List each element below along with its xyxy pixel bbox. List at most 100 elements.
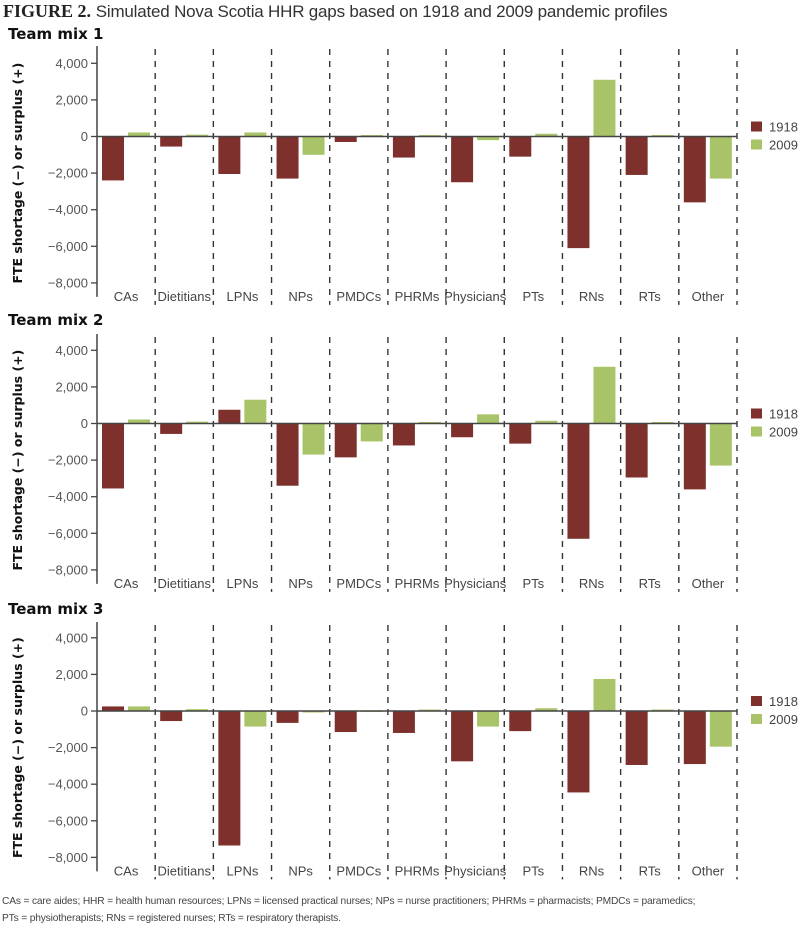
x-tick-label: PTs	[523, 289, 545, 304]
bar-1918-rts	[625, 423, 648, 478]
x-tick-label: Other	[692, 576, 725, 591]
x-tick-label: RTs	[639, 289, 662, 304]
x-tick-label: RNs	[579, 863, 605, 878]
footnote-line-2: PTs = physiotherapists; RNs = registered…	[2, 913, 341, 924]
bar-2009-pmdcs	[360, 423, 383, 442]
x-tick-label: PMDCs	[336, 863, 381, 878]
figure-label: FIGURE 2.	[3, 1, 92, 21]
x-tick-label: CAs	[114, 576, 139, 591]
bar-1918-lpns	[218, 409, 241, 424]
bar-1918-nps	[276, 423, 299, 486]
y-tick-label: −4,000	[48, 777, 88, 792]
x-tick-label: RNs	[579, 576, 605, 591]
x-tick-label: LPNs	[227, 863, 259, 878]
legend-label-2009: 2009	[769, 425, 798, 440]
x-tick-label: Other	[692, 289, 725, 304]
bar-1918-rns	[567, 136, 590, 249]
y-tick-label: 2,000	[55, 379, 88, 394]
panel-team-mix-2: Team mix 2 FTE shortage (−) or surplus (+…	[8, 311, 798, 592]
x-tick-label: RTs	[639, 863, 662, 878]
legend-label-1918: 1918	[769, 407, 798, 422]
bar-1918-phrms	[392, 136, 415, 158]
x-tick-label: Physicians	[444, 289, 507, 304]
x-tick-label: Other	[692, 863, 725, 878]
panel-title: Team mix 2	[8, 311, 104, 329]
bar-2009-dietitians	[186, 134, 209, 137]
x-tick-label: CAs	[114, 289, 139, 304]
bar-1918-dietitians	[160, 711, 183, 722]
bar-2009-physicians	[477, 414, 500, 424]
x-tick-label: PMDCs	[336, 576, 381, 591]
bar-1918-nps	[276, 711, 299, 723]
bar-2009-cas	[128, 132, 150, 137]
legend-label-2009: 2009	[769, 138, 798, 153]
bar-2009-rns	[593, 79, 616, 137]
bar-1918-phrms	[392, 423, 415, 446]
bar-1918-lpns	[218, 136, 241, 175]
figure-footnote: CAs = care aides; HHR = health human res…	[2, 893, 798, 927]
x-tick-label: Dietitians	[158, 576, 212, 591]
x-tick-label: Dietitians	[158, 289, 212, 304]
bar-1918-rts	[625, 136, 648, 175]
bar-2009-pts	[535, 133, 558, 137]
x-tick-label: NPs	[288, 576, 313, 591]
x-tick-label: PMDCs	[336, 289, 381, 304]
bar-1918-pts	[509, 136, 532, 157]
bar-1918-physicians	[451, 136, 474, 183]
x-tick-label: NPs	[288, 289, 313, 304]
y-tick-label: 2,000	[55, 92, 88, 107]
y-tick-label: −4,000	[48, 202, 88, 217]
bar-1918-other	[683, 711, 706, 765]
x-tick-label: CAs	[114, 863, 139, 878]
y-axis-label: FTE shortage (−) or surplus (+)	[10, 350, 25, 571]
bar-2009-physicians	[477, 136, 500, 141]
x-tick-label: PHRMs	[395, 576, 440, 591]
bar-2009-cas	[128, 419, 150, 424]
bar-2009-nps	[302, 423, 325, 455]
bar-1918-phrms	[392, 711, 415, 733]
panel-team-mix-3: Team mix 3 FTE shortage (−) or surplus (+…	[8, 600, 798, 880]
y-tick-label: 4,000	[55, 630, 88, 645]
panel-title: Team mix 3	[8, 600, 104, 618]
x-tick-label: LPNs	[227, 576, 259, 591]
bar-2009-dietitians	[186, 421, 209, 424]
bar-1918-nps	[276, 136, 299, 179]
panel-title: Team mix 1	[8, 25, 104, 43]
legend-swatch-1918	[751, 121, 762, 132]
bar-1918-lpns	[218, 711, 241, 846]
y-tick-label: −8,000	[48, 275, 88, 290]
bar-2009-other	[709, 711, 732, 747]
bar-1918-cas	[102, 136, 124, 181]
x-tick-label: NPs	[288, 863, 313, 878]
y-tick-label: 2,000	[55, 667, 88, 682]
footnote-line-1: CAs = care aides; HHR = health human res…	[2, 896, 696, 907]
legend-swatch-1918	[751, 696, 762, 706]
y-tick-label: 0	[81, 704, 88, 719]
bar-2009-pts	[535, 708, 558, 711]
legend: 1918 2009	[751, 120, 798, 153]
bar-2009-pts	[535, 420, 558, 424]
x-tick-label: Dietitians	[158, 863, 212, 878]
bar-1918-other	[683, 136, 706, 203]
bar-1918-rns	[567, 423, 590, 539]
y-axis-label: FTE shortage (−) or surplus (+)	[10, 63, 25, 284]
x-tick-label: RNs	[579, 289, 605, 304]
y-tick-label: 0	[81, 416, 88, 431]
bar-2009-nps	[302, 136, 325, 155]
bar-1918-physicians	[451, 711, 474, 762]
bar-2009-lpns	[244, 132, 267, 137]
bar-2009-cas	[128, 706, 150, 711]
y-tick-label: 4,000	[55, 343, 88, 358]
x-tick-label: PHRMs	[395, 863, 440, 878]
y-tick-label: −2,000	[48, 740, 88, 755]
legend-label-1918: 1918	[769, 694, 798, 709]
y-axis-label: FTE shortage (−) or surplus (+)	[10, 637, 25, 858]
x-tick-label: LPNs	[227, 289, 259, 304]
y-tick-label: −2,000	[48, 166, 88, 181]
legend-swatch-1918	[751, 408, 762, 419]
bar-1918-cas	[102, 423, 124, 489]
y-tick-label: 0	[81, 129, 88, 144]
legend: 1918 2009	[751, 407, 798, 440]
y-tick-label: −6,000	[48, 813, 88, 828]
legend-label-2009: 2009	[769, 712, 798, 727]
